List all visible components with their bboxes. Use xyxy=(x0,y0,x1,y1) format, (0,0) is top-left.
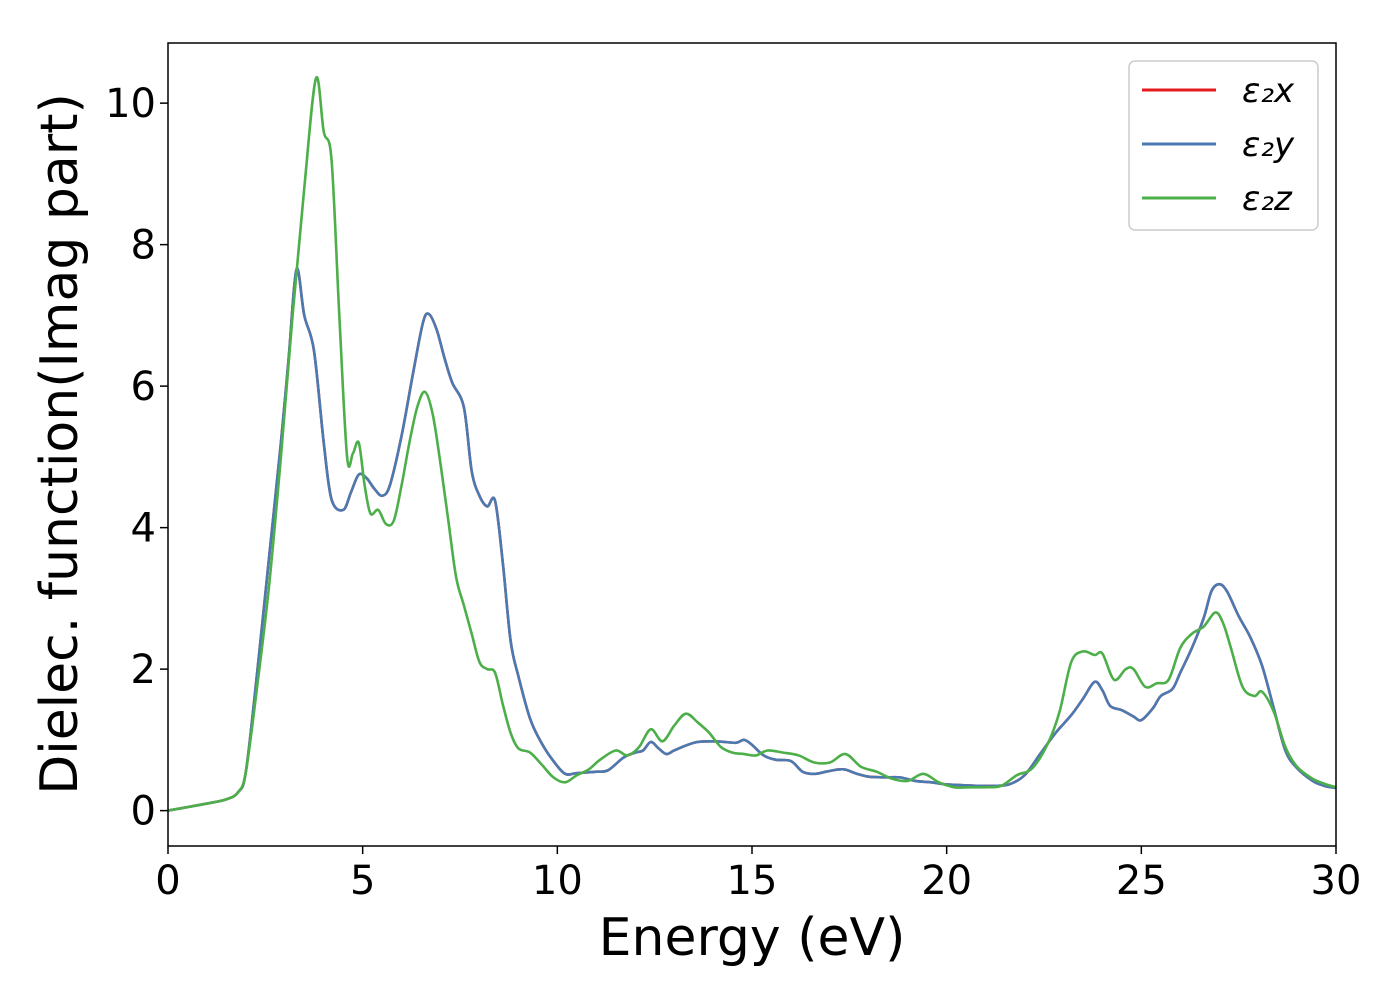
y-tick-label: 0 xyxy=(131,789,156,835)
series-line-2 xyxy=(168,267,1336,812)
legend: ε₂x ε₂y ε₂z xyxy=(1128,60,1319,231)
series-layer xyxy=(168,75,1336,812)
x-axis-title: Energy (eV) xyxy=(599,908,906,968)
y-axis-title: Dielec. function(Imag part) xyxy=(30,93,90,795)
x-tick-label: 0 xyxy=(155,858,180,904)
legend-label-2: ε₂y xyxy=(1242,125,1295,165)
legend-box xyxy=(1128,60,1319,231)
y-tick-label: 4 xyxy=(131,506,156,552)
legend-label-3: ε₂z xyxy=(1242,179,1293,219)
legend-label-1: ε₂x xyxy=(1242,71,1295,111)
y-tick-label: 6 xyxy=(131,364,156,410)
x-tick-label: 5 xyxy=(350,858,375,904)
x-tick-label: 25 xyxy=(1116,858,1167,904)
y-axis-ticks: 0 2 4 6 8 10 xyxy=(105,81,168,835)
y-tick-label: 8 xyxy=(131,223,156,269)
x-tick-label: 10 xyxy=(532,858,583,904)
x-tick-label: 15 xyxy=(727,858,778,904)
series-line-3 xyxy=(168,75,1336,812)
y-tick-label: 2 xyxy=(131,647,156,693)
y-tick-label: 10 xyxy=(105,81,156,127)
x-tick-label: 30 xyxy=(1311,858,1362,904)
x-axis-ticks: 0 5 10 15 20 25 30 xyxy=(155,846,1361,904)
x-tick-label: 20 xyxy=(921,858,972,904)
